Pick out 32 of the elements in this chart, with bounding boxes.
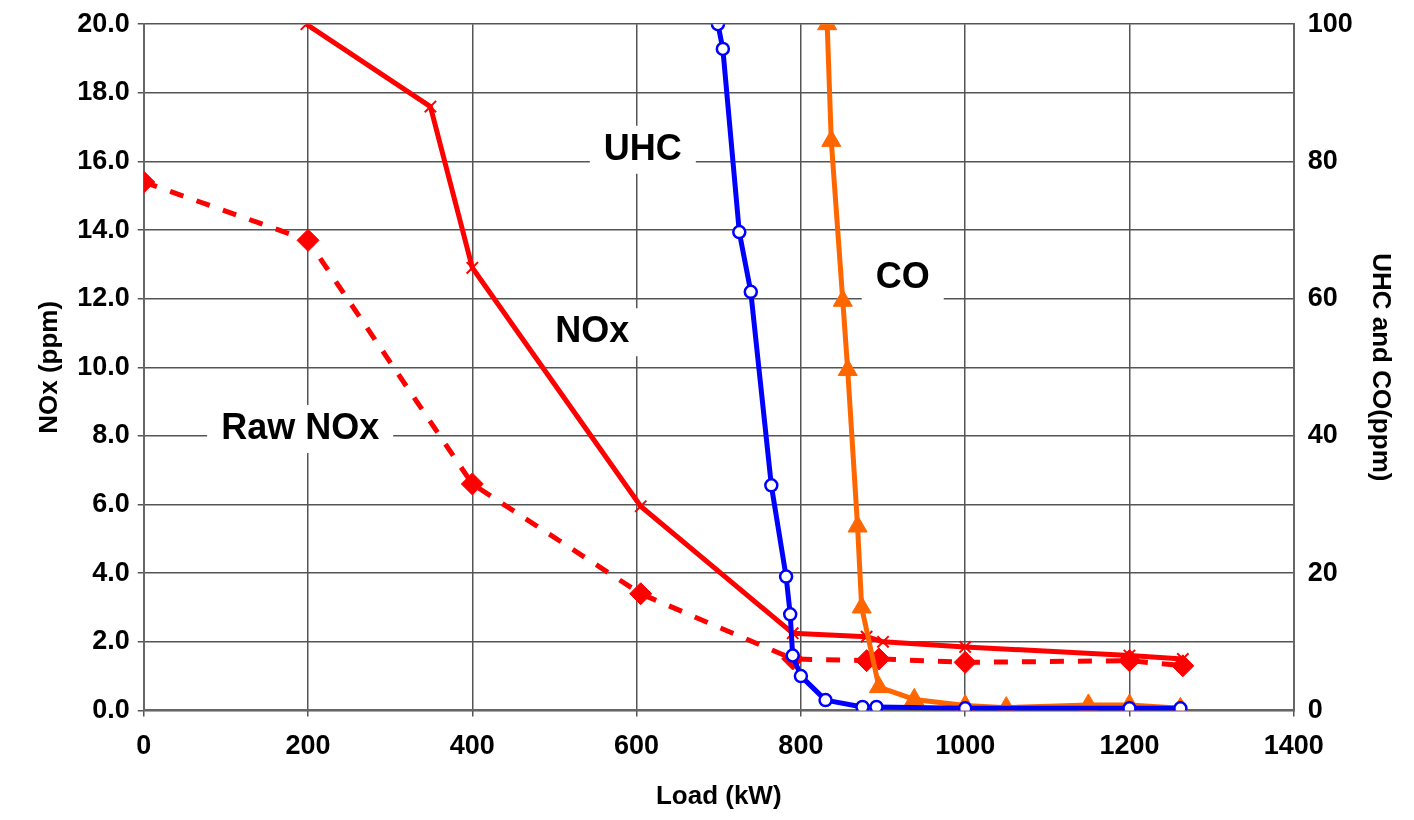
y-tick-label: 20.0: [77, 7, 130, 38]
y-tick-label: 0.0: [92, 693, 130, 724]
y-axis-title: NOx (ppm): [32, 300, 63, 434]
y2-axis-title: UHC and CO(ppm): [1367, 253, 1398, 482]
series-label: CO: [875, 255, 930, 297]
x-tick-label: 1000: [935, 730, 996, 761]
y-tick-label: 12.0: [77, 282, 130, 313]
y2-tick-label: 100: [1307, 7, 1353, 38]
y-tick-label: 8.0: [92, 419, 130, 450]
y-tick-label: 10.0: [77, 350, 130, 381]
x-tick-label: 1400: [1263, 730, 1324, 761]
y2-tick-label: 0: [1307, 693, 1323, 724]
y2-tick-label: 80: [1307, 144, 1338, 175]
y-tick-label: 14.0: [77, 213, 130, 244]
x-axis-title: Load (kW): [655, 779, 782, 810]
y2-tick-label: 40: [1307, 419, 1338, 450]
series-label: Raw NOx: [221, 405, 380, 447]
x-tick-label: 800: [778, 730, 824, 761]
y2-tick-label: 60: [1307, 282, 1338, 313]
series-label: NOx: [555, 309, 630, 351]
x-tick-label: 200: [285, 730, 331, 761]
x-tick-label: 1200: [1099, 730, 1160, 761]
y-tick-label: 18.0: [77, 76, 130, 107]
x-tick-label: 600: [614, 730, 660, 761]
y2-tick-label: 20: [1307, 556, 1338, 587]
y-tick-label: 2.0: [92, 625, 130, 656]
series-label: UHC: [603, 126, 682, 168]
x-tick-label: 400: [449, 730, 495, 761]
y-tick-label: 6.0: [92, 487, 130, 518]
x-tick-label: 0: [136, 730, 152, 761]
y-tick-label: 4.0: [92, 556, 130, 587]
y-tick-label: 16.0: [77, 144, 130, 175]
